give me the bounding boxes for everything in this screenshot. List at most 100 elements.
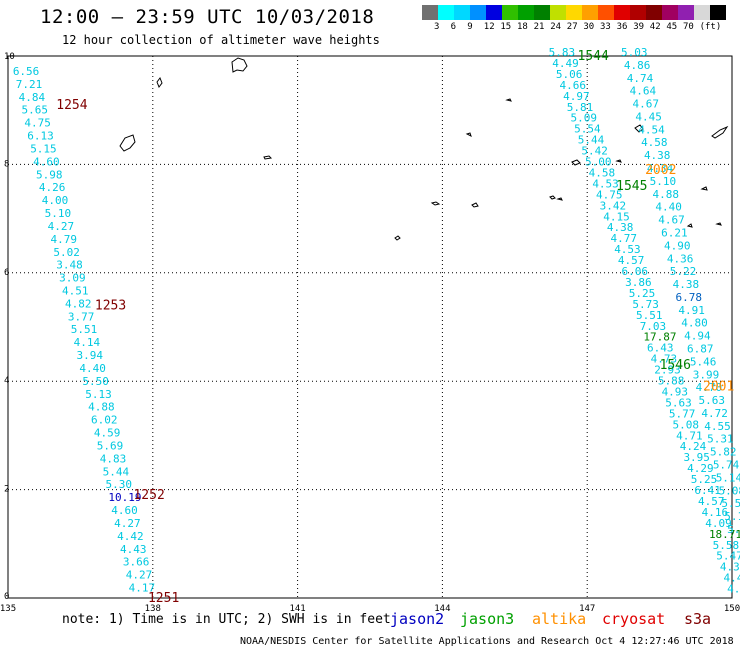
- swh-value-label: 4.51: [62, 284, 89, 297]
- units-note: note: 1) Time is in UTC; 2) SWH is in fe…: [62, 612, 391, 627]
- swh-value-label: 6.78: [676, 291, 703, 304]
- swh-value-label: 4.88: [653, 188, 680, 201]
- swh-value-label: 4.80: [727, 583, 740, 596]
- swh-value-label: 5.15: [724, 510, 740, 523]
- coastline: [549, 195, 563, 201]
- swh-value-label: 4.16: [702, 506, 729, 519]
- color-scale-label: 24: [550, 22, 562, 32]
- swh-value-label: 4.15: [603, 210, 630, 223]
- swh-value-label: 4.24: [680, 440, 707, 453]
- swh-value-label: 5.63: [665, 396, 692, 409]
- swh-value-label: 4.94: [684, 330, 711, 343]
- swh-value-label: 3.99: [693, 368, 720, 381]
- coastline: [634, 124, 644, 133]
- swh-value-label: 5.22: [670, 265, 697, 278]
- swh-value-label: 2.93: [654, 364, 681, 377]
- color-swatch: [534, 5, 550, 20]
- swh-value-label: 5.69: [97, 439, 124, 452]
- color-scale-label: 70: [683, 22, 694, 32]
- swh-value-label: 4.38: [673, 278, 700, 291]
- coastline: [615, 159, 622, 163]
- swh-value-label: 3.48: [56, 259, 82, 272]
- swh-value-label: 4.26: [39, 181, 66, 194]
- swh-value-label: 4.97: [563, 90, 590, 103]
- x-tick-label: 147: [579, 604, 595, 614]
- swh-value-label: 5.98: [36, 168, 63, 181]
- swh-value-label: 3.42: [600, 199, 627, 212]
- y-tick-label: 8: [4, 159, 9, 169]
- color-swatch: [614, 5, 630, 20]
- swh-value-label: 4.64: [630, 85, 657, 98]
- color-swatch: [694, 5, 710, 20]
- swh-value-label: 6.43: [647, 342, 674, 355]
- swh-value-label: 5.46: [690, 355, 717, 368]
- coastline: [231, 57, 248, 73]
- swh-value-label: 4.14: [74, 336, 101, 349]
- color-swatch: [678, 5, 694, 20]
- swh-value-label: 4.75: [24, 117, 51, 130]
- y-tick-label: 2: [4, 485, 9, 495]
- swh-value-label: 5.50: [82, 375, 109, 388]
- swh-value-label: 5.42: [581, 145, 608, 158]
- swh-value-label: 4.38: [607, 221, 634, 234]
- swh-value-label: 5.73: [632, 298, 659, 311]
- swh-value-label: 5.47: [716, 550, 740, 563]
- color-swatch: [566, 5, 582, 20]
- swh-value-label: 4.17: [129, 581, 156, 594]
- color-swatch: [502, 5, 518, 20]
- swh-value-label: 6.87: [687, 342, 714, 355]
- swh-value-label: 6.13: [27, 130, 54, 143]
- color-swatch: [646, 5, 662, 20]
- swh-value-label: 5.25: [691, 473, 718, 486]
- swh-value-label: 4.31: [720, 561, 740, 574]
- swh-value-label: 4.91: [678, 304, 705, 317]
- swh-value-label: 18.71: [709, 528, 740, 541]
- coastline: [700, 186, 708, 191]
- swh-value-label: 5.03: [621, 46, 648, 59]
- swh-value-label: 7.21: [16, 78, 43, 91]
- swh-value-label: 5.88: [658, 375, 685, 388]
- pass-number-label: 1252: [133, 488, 164, 503]
- swh-value-label: 4.42: [117, 530, 144, 543]
- legend-item-altika: altika: [532, 610, 587, 628]
- color-scale-label: 42: [649, 22, 661, 32]
- coastline: [686, 223, 693, 228]
- legend-item-jason2: jason2: [390, 610, 445, 628]
- coastline: [119, 134, 136, 152]
- swh-value-label: 4.38: [644, 149, 671, 162]
- swh-value-label: 4.55: [704, 420, 731, 433]
- pass-number-label: 1544: [578, 49, 609, 64]
- coastline: [715, 222, 722, 226]
- swh-value-label: 4.27: [114, 517, 141, 530]
- color-scale-label: 6: [450, 22, 457, 32]
- swh-value-label: 4.88: [88, 401, 115, 414]
- swh-value-label: 4.90: [664, 239, 691, 252]
- swh-value-label: 5.51: [71, 323, 98, 336]
- swh-value-label: 6.41: [694, 484, 721, 497]
- color-swatch: [582, 5, 598, 20]
- swh-value-label: 5.13: [85, 388, 112, 401]
- swh-value-label: 4.83: [100, 452, 127, 465]
- color-swatch: [470, 5, 486, 20]
- color-swatch: [550, 5, 566, 20]
- swh-value-label: 5.31: [727, 523, 740, 536]
- pass-number-label: 1254: [56, 98, 87, 113]
- color-scale-bar: [422, 5, 726, 20]
- swh-value-label: 4.57: [698, 495, 725, 508]
- coastline: [505, 98, 512, 102]
- x-tick-label: 150: [724, 604, 740, 614]
- swh-value-label: 4.70: [696, 381, 723, 394]
- swh-value-label: 4.82: [65, 297, 92, 310]
- swh-value-label: 4.53: [592, 177, 619, 190]
- pass-number-label: 1545: [616, 179, 647, 194]
- color-swatch: [662, 5, 678, 20]
- coastline: [711, 125, 729, 139]
- swh-value-label: 4.29: [687, 462, 714, 475]
- map-frame: [7, 55, 733, 599]
- color-scale-label: 36: [616, 22, 628, 32]
- swh-value-label: 5.30: [105, 478, 131, 491]
- swh-value-label: 4.71: [676, 429, 703, 442]
- swh-value-label: 4.74: [627, 72, 654, 85]
- pass-number-label: 2002: [645, 163, 676, 178]
- swh-value-label: 5.08: [719, 484, 740, 497]
